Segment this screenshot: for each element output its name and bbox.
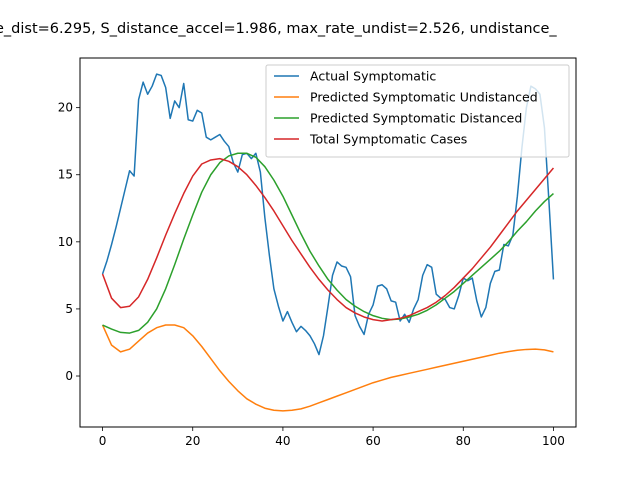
x-tick-label: 100 <box>542 434 565 448</box>
series-line-2 <box>102 152 554 334</box>
series-line-0 <box>101 73 555 356</box>
plot-frame <box>79 57 577 428</box>
legend-label-2: Predicted Symptomatic Distanced <box>310 111 522 126</box>
x-tick-label: 0 <box>99 434 107 448</box>
plot-lines <box>101 73 555 412</box>
y-tick-label: 20 <box>58 101 73 115</box>
x-tick-label: 60 <box>365 434 380 448</box>
x-tick-label: 80 <box>456 434 471 448</box>
x-tick-label: 40 <box>275 434 290 448</box>
x-tick-label: 20 <box>185 434 200 448</box>
legend-label-0: Actual Symptomatic <box>310 69 436 84</box>
y-tick-label: 0 <box>65 369 73 383</box>
chart-title: e_dist=6.295, S_distance_accel=1.986, ma… <box>0 21 557 37</box>
y-tick-label: 10 <box>58 235 73 249</box>
axis-ticks: 0 20 40 60 80 100 0 5 10 15 20 <box>58 101 565 448</box>
series-line-1 <box>101 324 554 412</box>
legend-box <box>265 64 570 158</box>
y-tick-label: 5 <box>65 302 73 316</box>
y-tick-label: 15 <box>58 168 73 182</box>
legend: Actual Symptomatic Predicted Symptomatic … <box>265 64 570 158</box>
series-line-3 <box>101 157 555 322</box>
legend-label-3: Total Symptomatic Cases <box>309 132 467 147</box>
legend-label-1: Predicted Symptomatic Undistanced <box>310 90 538 105</box>
